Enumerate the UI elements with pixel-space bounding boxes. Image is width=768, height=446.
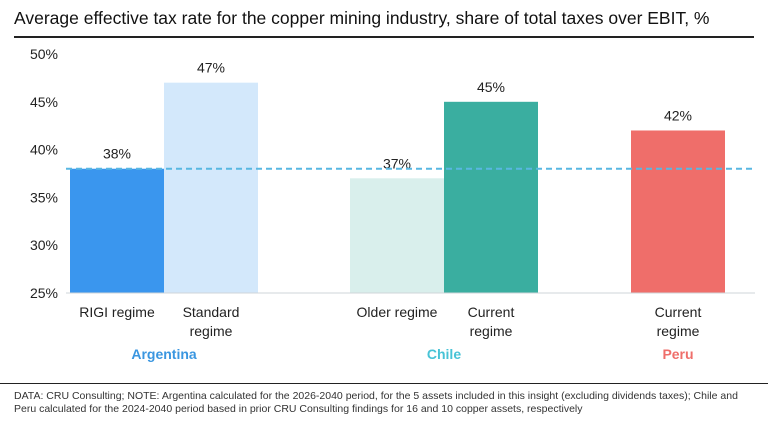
bar-chart: 25% 30% 35% 40% 45% 50% 38% RIGI regime 47% Stand… — [30, 46, 755, 362]
y-tick-label: 30% — [30, 237, 58, 253]
bar — [631, 130, 725, 293]
data-label: 37% — [383, 155, 411, 171]
category-label: regime — [190, 323, 233, 339]
data-label: 38% — [103, 146, 131, 162]
y-tick-label: 35% — [30, 189, 58, 205]
footnote-divider — [0, 383, 768, 384]
bar — [444, 101, 538, 293]
y-tick-label: 50% — [30, 46, 58, 62]
category-label: Older regime — [357, 304, 438, 320]
bar — [164, 82, 258, 294]
title-divider — [14, 36, 754, 38]
group-label: Peru — [662, 346, 693, 362]
category-label: Current — [468, 304, 515, 320]
y-tick-label: 45% — [30, 94, 58, 110]
data-label: 47% — [197, 60, 225, 76]
y-tick-label: 40% — [30, 142, 58, 158]
group-label: Argentina — [131, 346, 197, 362]
category-label: RIGI regime — [79, 304, 155, 320]
chart-title: Average effective tax rate for the coppe… — [14, 8, 710, 28]
category-label: regime — [470, 323, 513, 339]
footnote: DATA: CRU Consulting; NOTE: Argentina ca… — [14, 390, 738, 415]
category-label: Standard — [183, 304, 240, 320]
category-label: Current — [655, 304, 702, 320]
y-tick-label: 25% — [30, 285, 58, 301]
category-label: regime — [657, 323, 700, 339]
bar — [70, 168, 164, 293]
data-label: 42% — [664, 107, 692, 123]
group-label: Chile — [427, 346, 461, 362]
bar — [350, 178, 444, 293]
data-label: 45% — [477, 79, 505, 95]
